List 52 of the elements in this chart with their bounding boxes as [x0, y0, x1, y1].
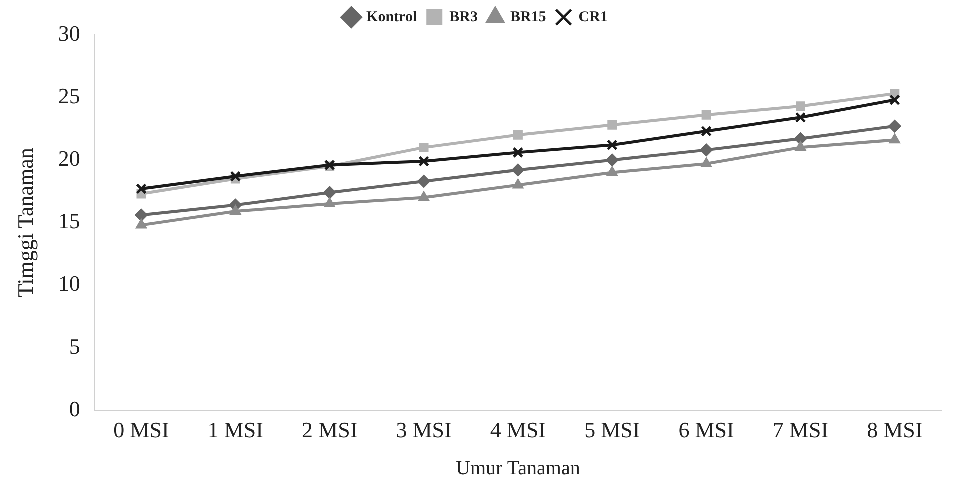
x-tick-label: 3 MSI [396, 418, 452, 443]
point [606, 154, 619, 167]
point [323, 186, 336, 200]
point [702, 110, 712, 120]
point [608, 120, 618, 130]
point [512, 147, 524, 158]
x-tick-label: 8 MSI [867, 418, 923, 443]
point [700, 157, 712, 168]
point [418, 191, 430, 202]
point [700, 144, 714, 157]
point [230, 170, 242, 182]
point [889, 134, 901, 144]
y-tick-label: 10 [58, 271, 80, 296]
point [512, 178, 524, 189]
point [796, 102, 806, 112]
point [889, 94, 900, 106]
point [230, 205, 242, 216]
x-tick-label: 2 MSI [302, 418, 358, 443]
point [606, 166, 618, 176]
legend-label: Kontrol [366, 9, 418, 26]
y-tick-label: 15 [58, 208, 80, 234]
legend-label: CR1 [578, 9, 608, 26]
x-tick-label: 5 MSI [584, 418, 640, 443]
point [418, 156, 430, 167]
x-tick-label: 0 MSI [114, 418, 170, 443]
legend-label: BR3 [450, 9, 478, 26]
point [418, 174, 431, 188]
x-axis-title: Umur Tanaman [456, 457, 580, 480]
point [795, 141, 806, 152]
x-tick-label: 6 MSI [678, 418, 734, 443]
y-tick-label: 30 [58, 20, 80, 46]
point [513, 130, 523, 140]
x-tick-label: 4 MSI [490, 418, 546, 443]
point [134, 208, 148, 222]
point [136, 218, 148, 229]
point [794, 132, 808, 146]
point [888, 120, 902, 133]
y-tick-label: 5 [69, 334, 80, 359]
x-tick-label: 7 MSI [772, 418, 829, 443]
point [419, 142, 429, 152]
point [795, 112, 806, 124]
x-tick-label: 1 MSI [208, 418, 264, 443]
y-tick-label: 25 [58, 83, 80, 108]
point [324, 198, 336, 208]
y-tick-label: 0 [69, 396, 80, 422]
point [606, 140, 618, 151]
y-axis-title: Timggi Tanaman [12, 148, 38, 298]
point [701, 126, 712, 137]
point [512, 164, 525, 177]
y-tick-label: 20 [58, 146, 80, 171]
legend-label: BR15 [510, 9, 546, 26]
point [136, 184, 147, 194]
